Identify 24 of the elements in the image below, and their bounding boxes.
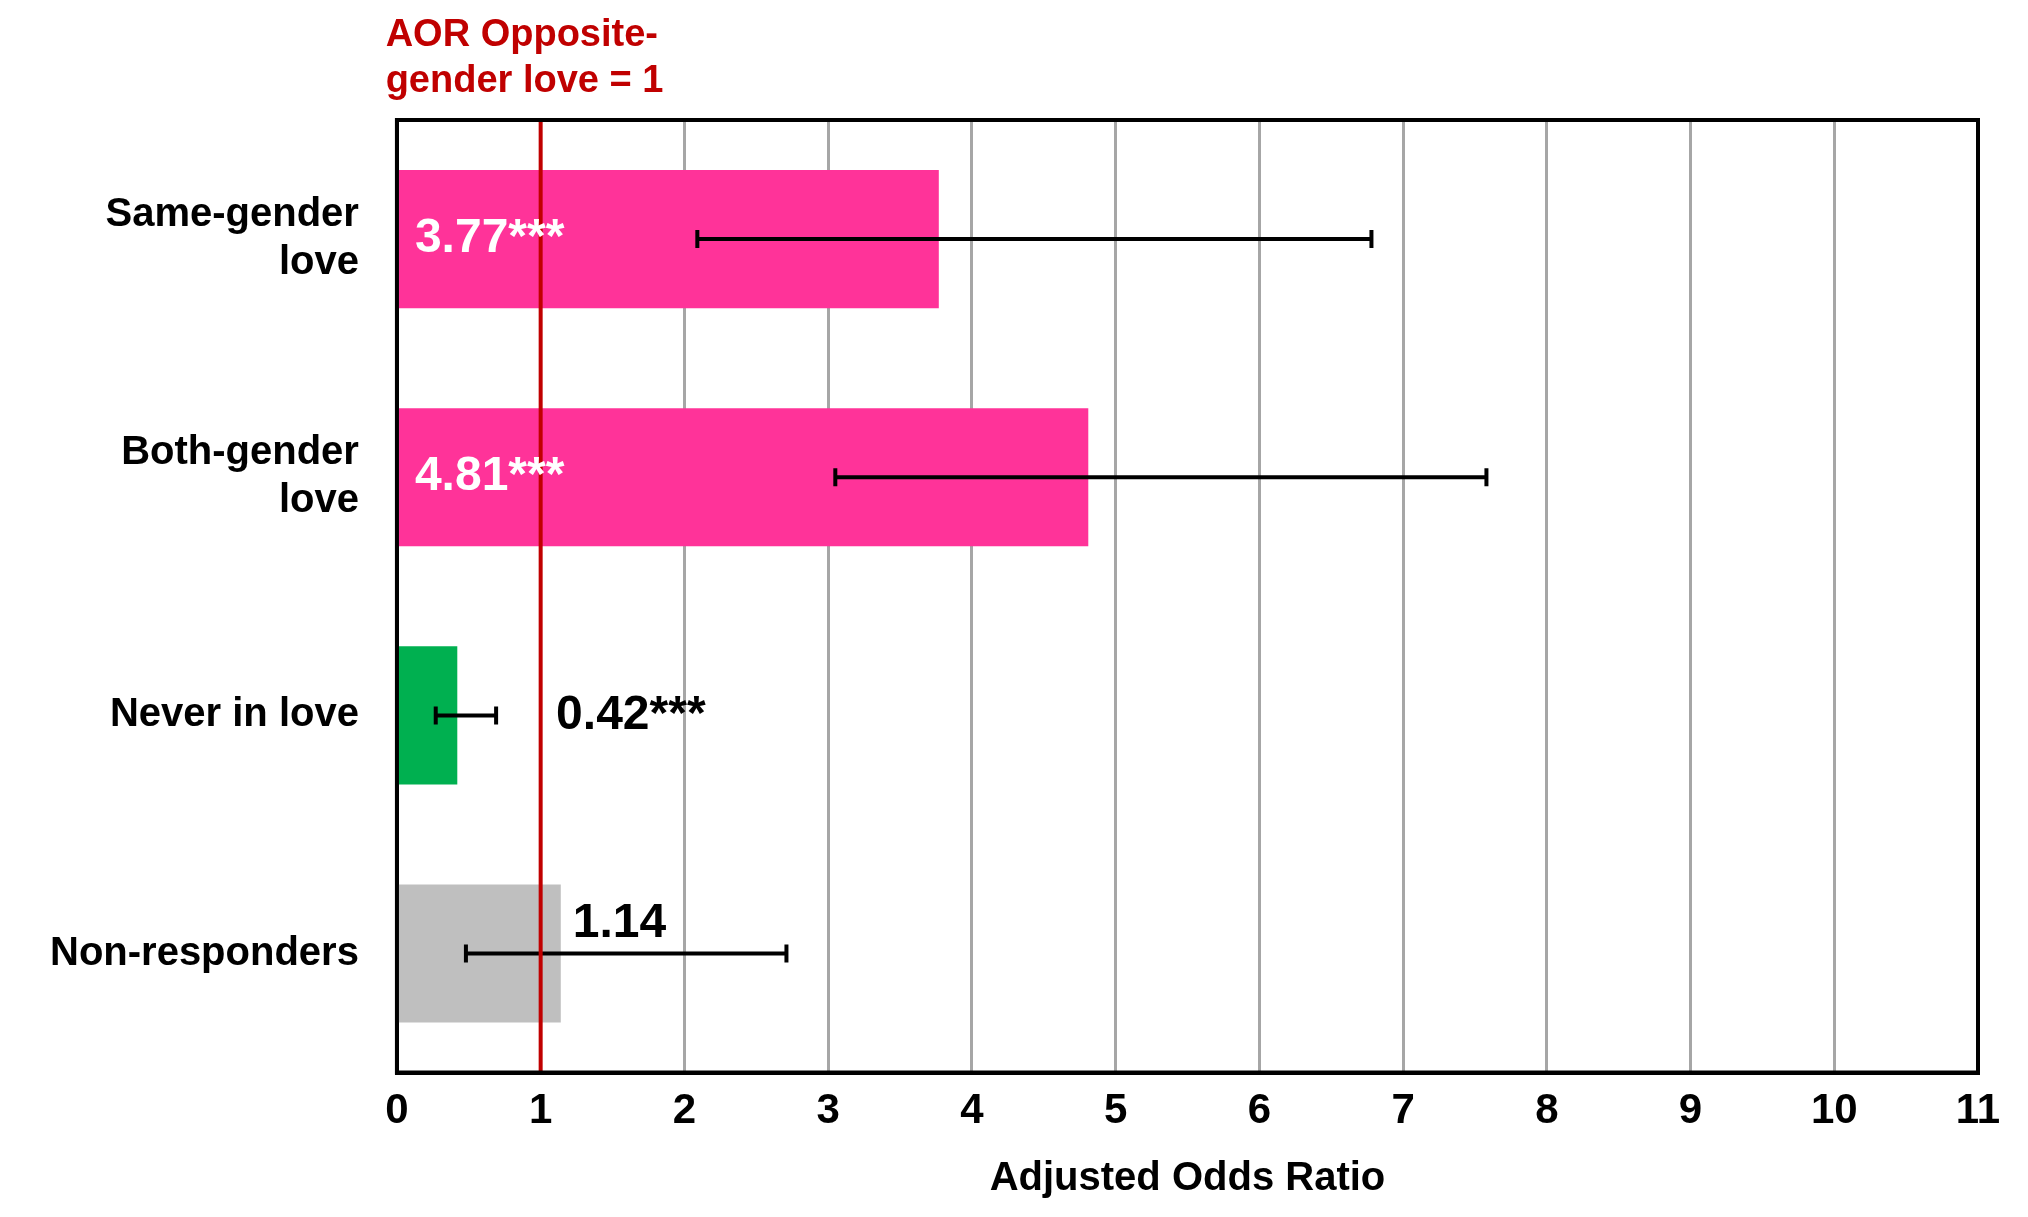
bar [398, 646, 458, 785]
x-tick-label: 5 [1103, 1085, 1128, 1133]
x-tick-label: 9 [1678, 1085, 1703, 1133]
y-tick-label: Never in love [109, 690, 359, 735]
x-tick-label: 4 [960, 1085, 985, 1133]
x-tick-label: 8 [1535, 1085, 1559, 1133]
y-tick-label: Same-gender love [105, 190, 359, 283]
x-tick-label: 0 [385, 1085, 409, 1133]
bar [398, 170, 939, 309]
bar [398, 408, 1089, 547]
x-tick-label: 2 [672, 1085, 697, 1133]
x-tick-label: 10 [1810, 1085, 1858, 1133]
x-tick-label: 6 [1247, 1085, 1272, 1133]
x-tick-label: 3 [816, 1085, 840, 1133]
x-tick-label: 7 [1391, 1085, 1415, 1133]
x-axis-title: Adjusted Odds Ratio [989, 1154, 1386, 1199]
data-label: 1.14 [572, 893, 667, 947]
ref-line-label: AOR Opposite-gender love = 1 [385, 12, 664, 100]
x-tick-label: 1 [528, 1085, 553, 1133]
data-label: 0.42*** [556, 685, 706, 739]
y-tick-label: Both-gender love [121, 428, 359, 521]
x-tick-label: 11 [1955, 1085, 2001, 1133]
bar [398, 884, 561, 1023]
y-tick-label: Non-responders [49, 928, 359, 973]
